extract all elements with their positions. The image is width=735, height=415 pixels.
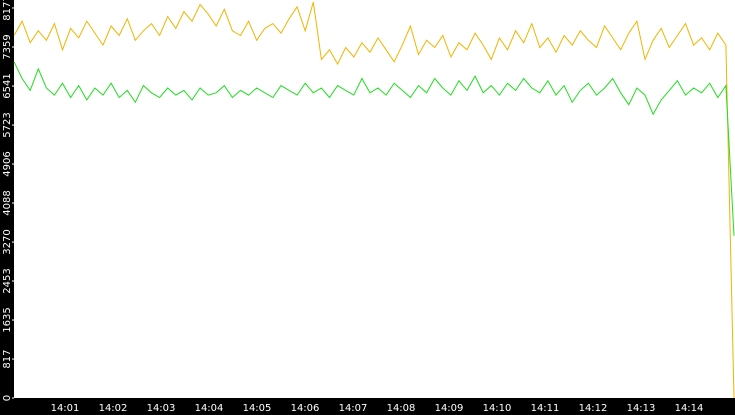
x-tick-label: 14:10: [483, 403, 512, 414]
y-tick-label: 817: [2, 349, 13, 368]
x-tick-label: 14:14: [675, 403, 704, 414]
plot-area: [14, 0, 735, 398]
x-tick-label: 14:09: [435, 403, 464, 414]
series-line: [13, 61, 735, 236]
x-tick-label: 14:08: [387, 403, 416, 414]
x-tick-label: 14:05: [243, 403, 272, 414]
y-tick-label: 4906: [2, 151, 13, 176]
x-tick-label: 14:02: [99, 403, 128, 414]
y-tick-label: 8177: [2, 0, 13, 21]
y-tick-label: 7359: [2, 34, 13, 59]
series-line: [13, 1, 735, 399]
y-tick-label: 0: [2, 395, 13, 401]
x-tick-label: 14:01: [51, 403, 80, 414]
y-tick-label: 6541: [2, 73, 13, 98]
y-tick-label: 1635: [2, 307, 13, 332]
x-tick-label: 14:04: [195, 403, 224, 414]
y-tick-label: 3270: [2, 229, 13, 254]
x-tick-label: 14:03: [147, 403, 176, 414]
y-tick-label: 2453: [2, 268, 13, 293]
x-tick-label: 14:06: [291, 403, 320, 414]
x-tick-label: 14:12: [579, 403, 608, 414]
x-tick-label: 14:13: [627, 403, 656, 414]
x-tick-label: 14:07: [339, 403, 368, 414]
y-tick-label: 4088: [2, 190, 13, 215]
y-tick-label: 5723: [2, 112, 13, 137]
x-tick-label: 14:11: [531, 403, 560, 414]
